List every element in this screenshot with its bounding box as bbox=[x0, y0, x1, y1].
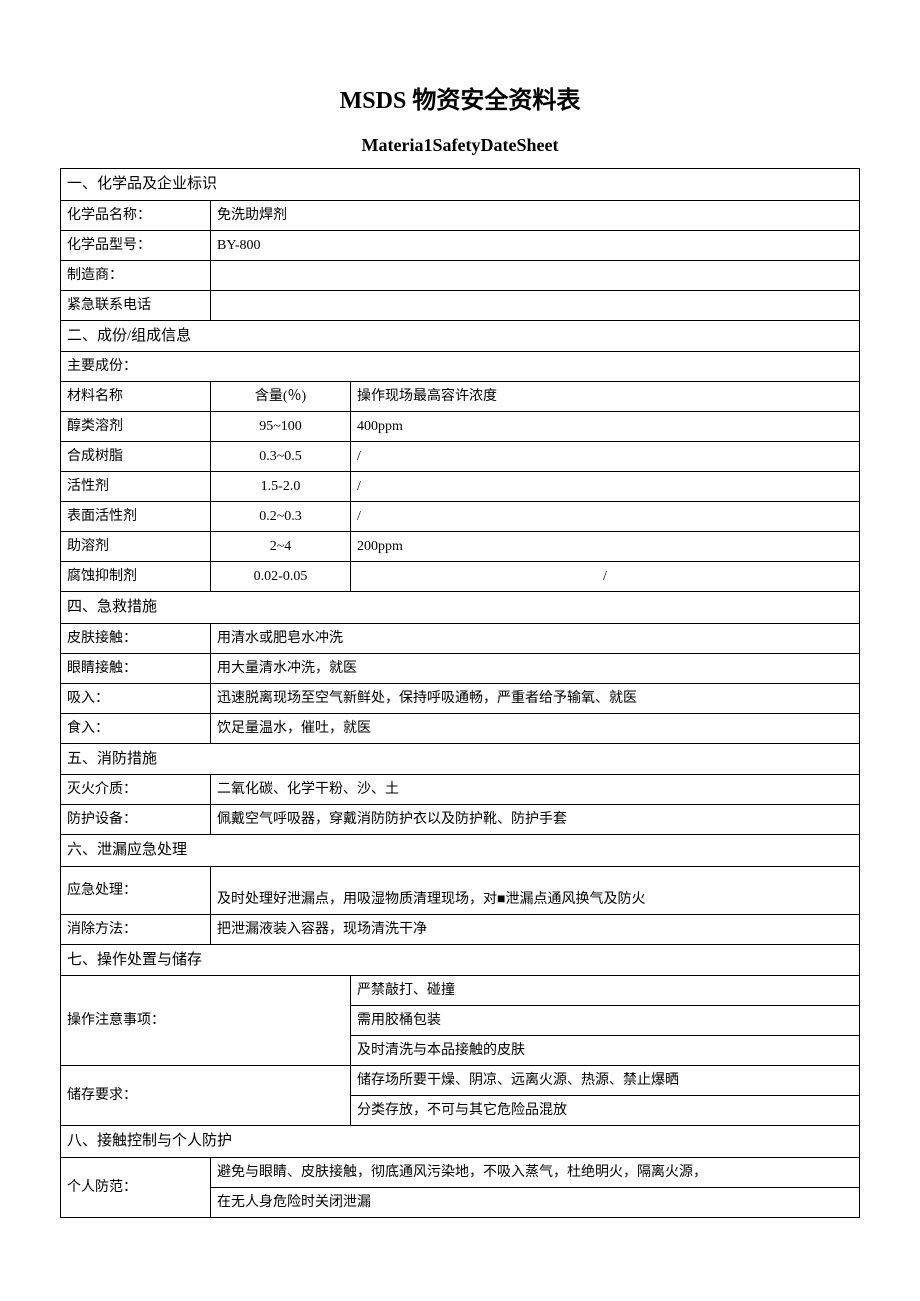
section-7-header: 七、操作处置与储存 bbox=[61, 944, 860, 976]
chem-name-label: 化学品名称： bbox=[61, 200, 211, 230]
ingredient-name: 醇类溶剂 bbox=[61, 412, 211, 442]
eliminate-label: 消除方法： bbox=[61, 914, 211, 944]
ingredient-limit: / bbox=[351, 442, 860, 472]
fire-equip-label: 防护设备： bbox=[61, 805, 211, 835]
emergency-label: 应急处理： bbox=[61, 866, 211, 914]
emergency-value: 及时处理好泄漏点，用吸湿物质清理现场，对■泄漏点通风换气及防火 bbox=[211, 866, 860, 914]
eye-label: 眼睛接触： bbox=[61, 653, 211, 683]
op-note-line: 需用胶桶包装 bbox=[351, 1006, 860, 1036]
eye-value: 用大量清水冲洗，就医 bbox=[211, 653, 860, 683]
manufacturer-value bbox=[211, 260, 860, 290]
personal-protect-label: 个人防范： bbox=[61, 1157, 211, 1217]
eliminate-value: 把泄漏液装入容器，现场清洗干净 bbox=[211, 914, 860, 944]
ingredient-name: 活性剂 bbox=[61, 472, 211, 502]
op-notes-label: 操作注意事项： bbox=[61, 976, 351, 1066]
op-note-line: 及时清洗与本品接触的皮肤 bbox=[351, 1036, 860, 1066]
ingredient-col-pct: 含量(％) bbox=[211, 382, 351, 412]
msds-table: 一、化学品及企业标识 化学品名称： 免洗助焊剂 化学品型号： BY-800 制造… bbox=[60, 168, 860, 1218]
ingredient-pct: 2~4 bbox=[211, 532, 351, 562]
emergency-phone-label: 紧急联系电话 bbox=[61, 290, 211, 320]
ingest-value: 饮足量温水，催吐，就医 bbox=[211, 713, 860, 743]
storage-line: 储存场所要干燥、阴凉、远离火源、热源、禁止爆晒 bbox=[351, 1066, 860, 1096]
fire-equip-value: 佩戴空气呼吸器，穿戴消防防护衣以及防护靴、防护手套 bbox=[211, 805, 860, 835]
ingredient-limit: / bbox=[351, 472, 860, 502]
doc-title: MSDS 物资安全资料表 bbox=[60, 80, 860, 115]
personal-protect-line: 在无人身危险时关闭泄漏 bbox=[211, 1187, 860, 1217]
ingredient-pct: 0.3~0.5 bbox=[211, 442, 351, 472]
inhale-value: 迅速脱离现场至空气新鲜处，保持呼吸通畅，严重者给予输氧、就医 bbox=[211, 683, 860, 713]
ingredient-pct: 0.2~0.3 bbox=[211, 502, 351, 532]
section-8-header: 八、接触控制与个人防护 bbox=[61, 1126, 860, 1158]
inhale-label: 吸入： bbox=[61, 683, 211, 713]
section-1-header: 一、化学品及企业标识 bbox=[61, 169, 860, 201]
ingredient-name: 助溶剂 bbox=[61, 532, 211, 562]
storage-label: 储存要求： bbox=[61, 1066, 351, 1126]
ingredient-limit: 200ppm bbox=[351, 532, 860, 562]
section-4-header: 四、急救措施 bbox=[61, 592, 860, 624]
ingredient-limit: / bbox=[351, 562, 860, 592]
ingredient-name: 合成树脂 bbox=[61, 442, 211, 472]
manufacturer-label: 制造商： bbox=[61, 260, 211, 290]
chem-model-value: BY-800 bbox=[211, 230, 860, 260]
ingest-label: 食入： bbox=[61, 713, 211, 743]
ingredient-name: 腐蚀抑制剂 bbox=[61, 562, 211, 592]
fire-medium-value: 二氧化碳、化学干粉、沙、土 bbox=[211, 775, 860, 805]
ingredient-limit: / bbox=[351, 502, 860, 532]
skin-value: 用清水或肥皂水冲洗 bbox=[211, 623, 860, 653]
emergency-phone-value bbox=[211, 290, 860, 320]
ingredient-col-name: 材料名称 bbox=[61, 382, 211, 412]
doc-subtitle: Materia1SafetyDateSheet bbox=[60, 135, 860, 156]
ingredient-pct: 0.02-0.05 bbox=[211, 562, 351, 592]
op-note-line: 严禁敲打、碰撞 bbox=[351, 976, 860, 1006]
main-ingredients-label: 主要成份： bbox=[61, 352, 860, 382]
fire-medium-label: 灭火介质： bbox=[61, 775, 211, 805]
chem-name-value: 免洗助焊剂 bbox=[211, 200, 860, 230]
section-2-header: 二、成份/组成信息 bbox=[61, 320, 860, 352]
ingredient-pct: 1.5-2.0 bbox=[211, 472, 351, 502]
chem-model-label: 化学品型号： bbox=[61, 230, 211, 260]
section-5-header: 五、消防措施 bbox=[61, 743, 860, 775]
storage-line: 分类存放，不可与其它危险品混放 bbox=[351, 1096, 860, 1126]
personal-protect-line: 避免与眼睛、皮肤接触，彻底通风污染地，不吸入蒸气，杜绝明火，隔离火源， bbox=[211, 1157, 860, 1187]
ingredient-pct: 95~100 bbox=[211, 412, 351, 442]
section-6-header: 六、泄漏应急处理 bbox=[61, 835, 860, 867]
ingredient-col-limit: 操作现场最高容许浓度 bbox=[351, 382, 860, 412]
skin-label: 皮肤接触： bbox=[61, 623, 211, 653]
ingredient-name: 表面活性剂 bbox=[61, 502, 211, 532]
ingredient-limit: 400ppm bbox=[351, 412, 860, 442]
